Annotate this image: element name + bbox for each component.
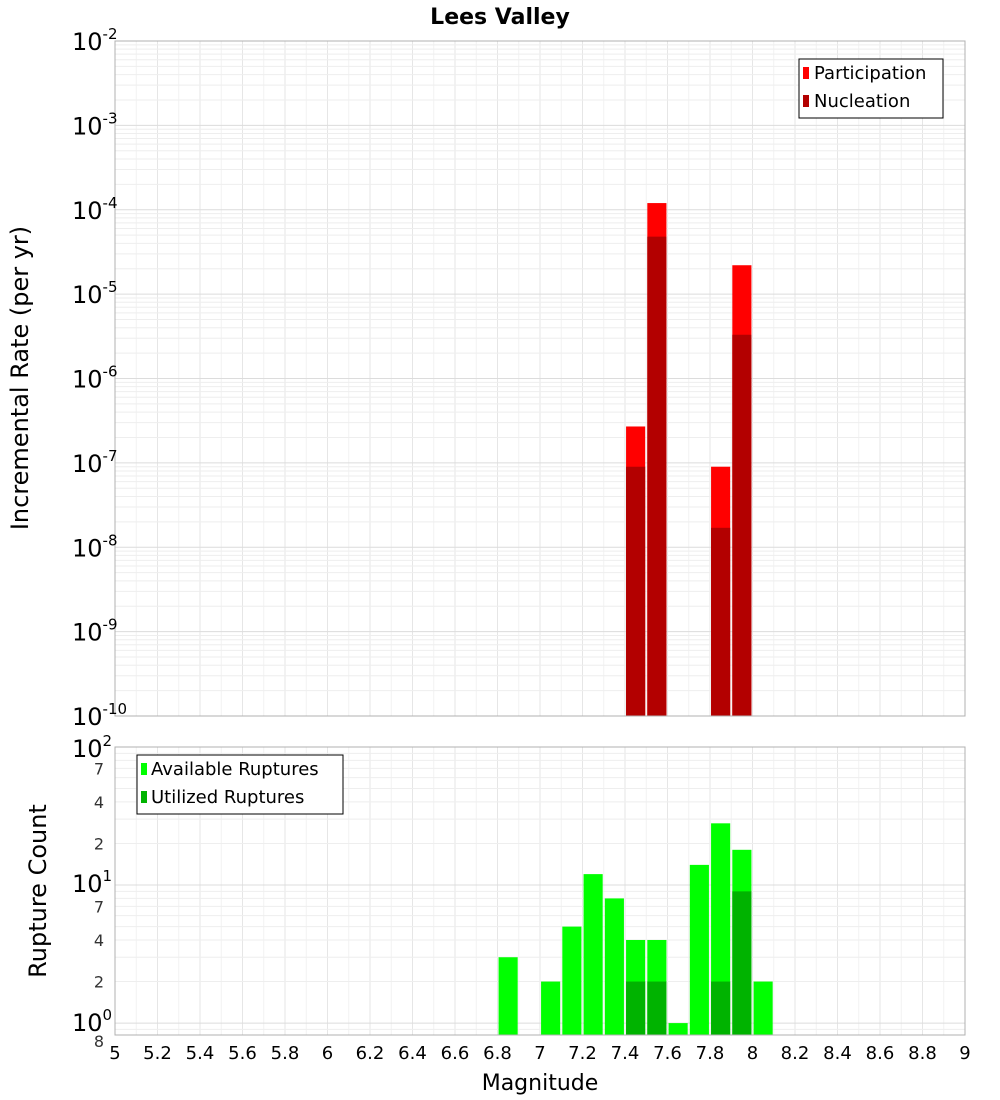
- x-tick-label: 6: [322, 1043, 333, 1064]
- x-tick-label: 7: [534, 1043, 545, 1064]
- x-tick-label: 7.8: [696, 1043, 725, 1064]
- legend: Participation Nucleation: [798, 58, 944, 119]
- legend-box: [798, 58, 944, 119]
- bar[interactable]: [711, 981, 731, 1035]
- magnitude-axis-label: Magnitude: [482, 1071, 599, 1096]
- y-tick-label: 10-9: [72, 616, 118, 647]
- y-minor-tick-label: 8: [94, 1032, 104, 1051]
- plot-border: [114, 40, 966, 717]
- bar[interactable]: [583, 874, 603, 1035]
- x-tick-label: 5.2: [143, 1043, 172, 1064]
- bar[interactable]: [647, 981, 667, 1035]
- count-y-tick-labels: 102 101 100 7 4 2 7 4 2 8: [72, 732, 112, 1051]
- y-minor-tick-label: 2: [94, 834, 104, 853]
- bar[interactable]: [541, 981, 561, 1035]
- y-tick-label: 10-2: [72, 25, 118, 56]
- bar[interactable]: [562, 926, 582, 1035]
- y-tick-label: 101: [72, 867, 112, 898]
- y-minor-tick-label: 7: [94, 759, 104, 778]
- x-tick-label: 6.4: [398, 1043, 427, 1064]
- y-minor-tick-label: 7: [94, 897, 104, 916]
- legend-label: Nucleation: [814, 91, 910, 112]
- legend-swatch: [803, 67, 809, 79]
- legend-swatch: [803, 95, 809, 107]
- legend-label: Participation: [814, 63, 926, 84]
- x-tick-label: 8: [747, 1043, 758, 1064]
- y-tick-label: 10-10: [72, 700, 127, 731]
- y-tick-label: 10-3: [72, 109, 118, 140]
- x-tick-label: 7.4: [611, 1043, 640, 1064]
- x-tick-label: 5.8: [271, 1043, 300, 1064]
- bar[interactable]: [732, 334, 752, 716]
- x-tick-label: 7.6: [653, 1043, 682, 1064]
- bar[interactable]: [711, 527, 731, 716]
- x-tick-label: 6.2: [356, 1043, 385, 1064]
- y-tick-label: 100: [72, 1006, 112, 1037]
- bar[interactable]: [626, 981, 646, 1035]
- chart-title: Lees Valley: [430, 5, 570, 30]
- series-utilized-ruptures: [626, 891, 752, 1035]
- x-tick-label: 8.6: [866, 1043, 895, 1064]
- legend-box: [136, 754, 344, 815]
- bar[interactable]: [732, 891, 752, 1035]
- bar[interactable]: [626, 466, 646, 716]
- x-tick-label: 9: [959, 1043, 970, 1064]
- plot-border: [114, 746, 966, 1036]
- bar[interactable]: [647, 236, 667, 716]
- legend: Available Ruptures Utilized Ruptures: [136, 754, 344, 815]
- y-tick-label: 10-7: [72, 447, 118, 478]
- bar[interactable]: [498, 957, 518, 1035]
- x-tick-labels: 5 5.2 5.4 5.6 5.8 6 6.2 6.4 6.6 6.8 7 7.2 7.4 7.6 7.8 8…: [109, 1043, 970, 1064]
- legend-swatch: [141, 763, 147, 775]
- x-tick-label: 7.2: [568, 1043, 597, 1064]
- legend-swatch: [141, 791, 147, 803]
- bar[interactable]: [753, 981, 773, 1035]
- x-tick-label: 8.2: [781, 1043, 810, 1064]
- x-tick-label: 6.6: [441, 1043, 470, 1064]
- rate-axis-label: Incremental Rate (per yr): [6, 226, 34, 530]
- y-tick-label: 102: [72, 732, 112, 763]
- series-nucleation: [626, 236, 752, 716]
- bar[interactable]: [689, 864, 709, 1035]
- x-tick-label: 6.8: [483, 1043, 512, 1064]
- rupture-count-axis-label: Rupture Count: [24, 804, 52, 978]
- gridlines: [114, 40, 966, 717]
- y-tick-label: 10-6: [72, 363, 118, 394]
- bar[interactable]: [604, 898, 624, 1035]
- bar[interactable]: [668, 1023, 688, 1035]
- y-minor-tick-label: 4: [94, 793, 104, 812]
- y-tick-label: 10-4: [72, 194, 118, 225]
- x-tick-label: 8.8: [908, 1043, 937, 1064]
- legend-label: Utilized Ruptures: [151, 787, 304, 808]
- y-minor-tick-label: 4: [94, 931, 104, 950]
- x-tick-label: 5.6: [228, 1043, 257, 1064]
- rate-y-tick-labels: 10-2 10-3 10-4 10-5 10-6 10-7 10-8 10-9 10-10: [72, 25, 127, 731]
- x-tick-label: 5.4: [186, 1043, 215, 1064]
- x-tick-label: 5: [109, 1043, 120, 1064]
- rupture-count-plot: 102 101 100 7 4 2 7 4 2 8 Available Ruptures Utiliz…: [72, 732, 971, 1064]
- y-tick-label: 10-8: [72, 531, 118, 562]
- legend-label: Available Ruptures: [151, 759, 319, 780]
- y-tick-label: 10-5: [72, 278, 118, 309]
- rate-plot: 10-2 10-3 10-4 10-5 10-6 10-7 10-8 10-9 10-10 Par…: [72, 25, 966, 731]
- y-minor-tick-label: 2: [94, 973, 104, 992]
- x-tick-label: 8.4: [823, 1043, 852, 1064]
